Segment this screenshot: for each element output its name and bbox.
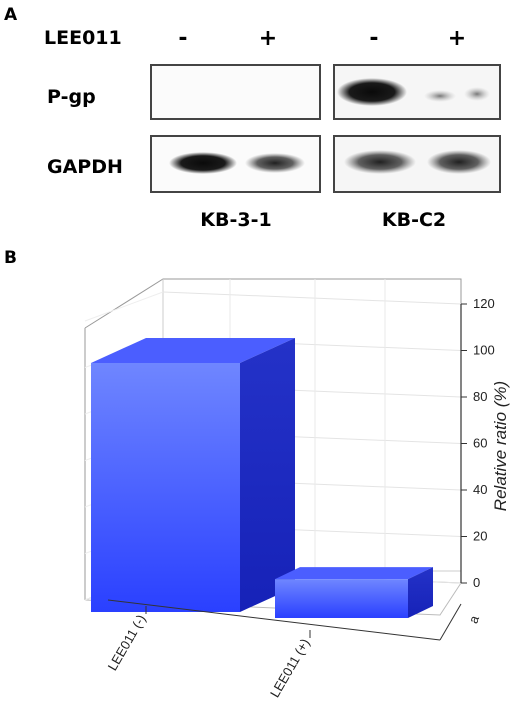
y-tick-label-0: 0 <box>473 575 480 590</box>
panel-b-label: B <box>4 248 17 268</box>
y-tick-label-120: 120 <box>473 296 495 311</box>
gridline-120 <box>162 291 462 305</box>
y-tick-label-60: 60 <box>473 436 487 451</box>
y-tick-label-100: 100 <box>473 343 495 358</box>
bar-lee011-plus-top <box>275 567 433 580</box>
y-axis-ticks: 0 20 40 60 80 100 120 <box>461 296 495 590</box>
x-axis-line <box>107 599 441 641</box>
band-pgp-kbc2-minus <box>337 78 407 106</box>
y-tick-label-80: 80 <box>473 389 487 404</box>
x-category-label-0: LEE011 (-) <box>105 612 149 673</box>
bar-lee011-minus-side <box>240 338 295 612</box>
bar-lee011-plus-side <box>408 567 433 618</box>
gridline-left-120 <box>84 291 164 322</box>
bar-lee011-minus <box>91 338 295 612</box>
panel-a-label: A <box>4 5 18 25</box>
x-axis-labels: LEE011 (-) LEE011 (+) a <box>105 606 482 700</box>
band-pgp-kbc2-plus-a <box>424 90 456 102</box>
y-tick-label-40: 40 <box>473 482 487 497</box>
depth-axis-line <box>439 603 462 641</box>
bar-lee011-plus <box>275 567 433 618</box>
chart-bars <box>91 338 433 618</box>
row-label-pgp: P-gp <box>47 86 96 108</box>
bar-lee011-plus-front <box>275 579 408 618</box>
blot-box-pgp-kb31 <box>150 64 321 120</box>
cell-line-kb31: KB-3-1 <box>200 209 271 231</box>
x-category-label-1: LEE011 (+) <box>267 636 313 700</box>
bar-lee011-minus-top <box>91 338 295 363</box>
band-gapdh-kb31-plus <box>245 153 305 173</box>
y-axis-title: Relative ratio (%) <box>491 381 510 511</box>
band-gapdh-kbc2-minus <box>344 150 416 174</box>
band-gapdh-kbc2-plus <box>427 150 491 174</box>
depth-category-label: a <box>465 613 482 626</box>
cell-line-kbc2: KB-C2 <box>382 209 446 231</box>
sign-kb31-plus: + <box>259 26 277 51</box>
row-label-gapdh: GAPDH <box>47 156 123 178</box>
band-pgp-kbc2-plus-b <box>464 87 490 101</box>
y-tick-label-20: 20 <box>473 529 487 544</box>
sign-kbc2-minus: - <box>369 26 378 51</box>
bar-chart-3d: 0 20 40 60 80 100 120 LEE011 (-) LEE011 (+) a Re… <box>84 278 510 700</box>
sign-kbc2-plus: + <box>448 26 466 51</box>
sign-kb31-minus: - <box>178 26 187 51</box>
treatment-label: LEE011 <box>44 27 122 49</box>
bar-lee011-minus-front <box>91 363 240 612</box>
band-gapdh-kb31-minus <box>169 152 237 174</box>
